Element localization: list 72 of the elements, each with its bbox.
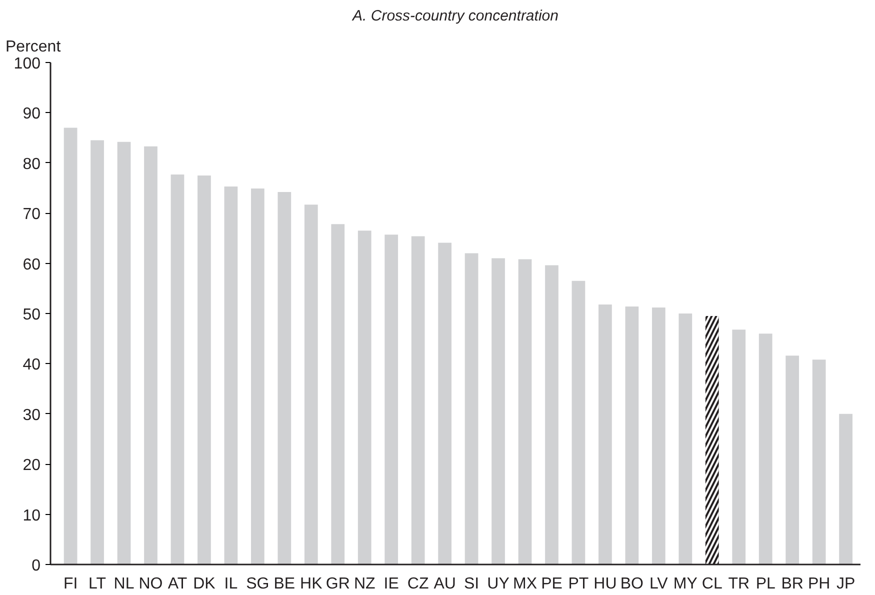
- x-tick-label: CZ: [407, 576, 429, 592]
- x-tick-label: HU: [594, 576, 617, 592]
- x-tick-label: TR: [728, 576, 750, 592]
- bar: [464, 253, 478, 564]
- x-tick-label: NL: [114, 576, 134, 592]
- y-tick-label: 0: [32, 558, 41, 574]
- bar: [678, 314, 692, 564]
- bar: [304, 204, 318, 564]
- x-tick-label: IL: [224, 576, 238, 592]
- bar: [90, 140, 104, 564]
- x-tick-label: LV: [649, 576, 668, 592]
- bar: [839, 414, 852, 564]
- bar: [198, 175, 211, 564]
- bar: [384, 234, 398, 564]
- bar: [786, 356, 800, 564]
- x-tick-label: PL: [756, 576, 776, 592]
- bar: [411, 236, 425, 564]
- x-tick-label: IE: [384, 576, 399, 592]
- x-tick-label: UY: [487, 576, 510, 592]
- bar: [572, 280, 586, 564]
- x-tick-label: BE: [274, 576, 296, 592]
- x-tick-label: MY: [673, 576, 698, 592]
- bar: [758, 334, 772, 564]
- bar: [812, 360, 826, 564]
- y-tick-label: 20: [22, 457, 41, 474]
- bar: [278, 192, 292, 564]
- y-tick-label: 80: [22, 156, 41, 173]
- bar: [144, 146, 158, 564]
- y-tick-label: 30: [22, 406, 41, 424]
- x-tick-label: PH: [808, 576, 830, 592]
- y-tick-label: 10: [22, 507, 41, 524]
- bar: [64, 128, 78, 564]
- x-tick-label: AU: [434, 576, 456, 592]
- x-tick-label: CL: [702, 576, 722, 592]
- y-tick-label: 100: [14, 56, 41, 72]
- bar: [250, 188, 264, 564]
- x-tick-label: LT: [88, 576, 106, 592]
- x-tick-label: NZ: [354, 576, 376, 592]
- y-tick-label: 60: [22, 256, 41, 274]
- bar: [170, 174, 184, 564]
- x-tick-label: BR: [781, 576, 804, 592]
- bar: [598, 304, 612, 564]
- x-tick-label: PT: [568, 576, 589, 592]
- bar: [492, 258, 505, 564]
- bar: [518, 259, 532, 564]
- y-axis-title: Percent: [6, 38, 62, 56]
- x-tick-label: AT: [168, 576, 188, 592]
- x-tick-label: GR: [326, 576, 350, 592]
- bar: [358, 230, 372, 564]
- x-tick-label: NO: [138, 576, 163, 592]
- bar: [732, 330, 746, 564]
- x-tick-label: SG: [246, 576, 270, 592]
- bar: [224, 186, 238, 564]
- y-tick-label: 40: [22, 356, 41, 374]
- bar: [331, 224, 345, 564]
- x-tick-label: HK: [300, 576, 323, 592]
- bar: [652, 307, 666, 564]
- bar: [117, 142, 131, 564]
- x-tick-label: MX: [513, 576, 538, 592]
- x-tick-label: JP: [836, 576, 856, 592]
- bar: [438, 242, 452, 564]
- bar: [625, 306, 639, 564]
- x-tick-label: BO: [620, 576, 644, 592]
- chart-title: A. Cross-country concentration: [352, 8, 558, 24]
- x-tick-label: PE: [541, 576, 562, 592]
- y-tick-label: 50: [22, 306, 41, 324]
- y-tick-label: 70: [22, 206, 41, 224]
- x-tick-label: FI: [63, 576, 78, 592]
- x-tick-label: SI: [464, 576, 480, 592]
- x-tick-label: DK: [193, 576, 216, 592]
- bar: [545, 265, 558, 564]
- y-tick-label: 90: [22, 106, 41, 123]
